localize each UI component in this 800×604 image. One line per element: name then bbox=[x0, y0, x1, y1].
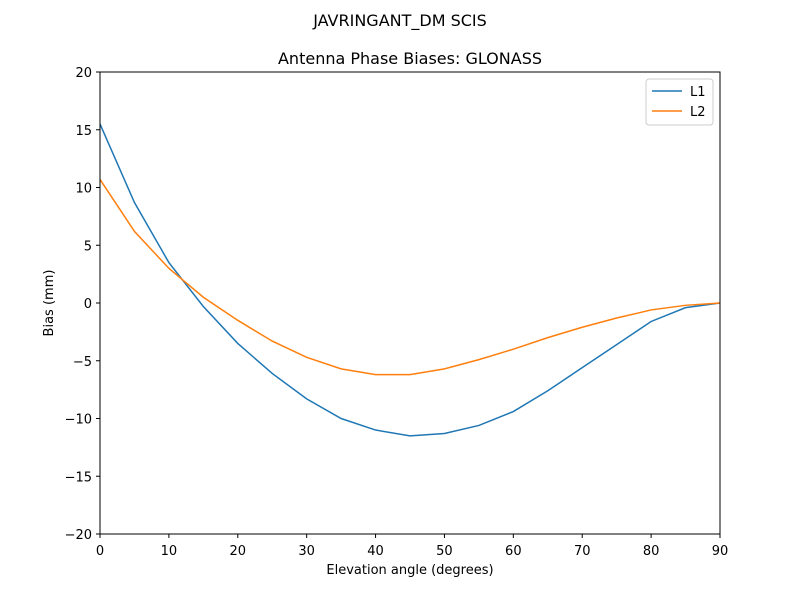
legend-label-L2: L2 bbox=[690, 105, 706, 120]
x-tick-label: 0 bbox=[96, 544, 104, 559]
x-tick-label: 80 bbox=[643, 544, 660, 559]
x-tick-label: 10 bbox=[161, 544, 178, 559]
x-tick-label: 90 bbox=[712, 544, 729, 559]
x-tick-label: 40 bbox=[367, 544, 384, 559]
y-tick-label: 10 bbox=[75, 182, 92, 197]
series-line-L1 bbox=[99, 123, 721, 437]
y-tick-label: −10 bbox=[65, 413, 92, 428]
y-tick-label: 15 bbox=[75, 124, 92, 139]
y-tick-label: 0 bbox=[84, 297, 92, 312]
suptitle: JAVRINGANT_DM SCIS bbox=[312, 11, 487, 31]
x-tick-label: 30 bbox=[298, 544, 315, 559]
series-line-L2 bbox=[99, 179, 721, 376]
y-tick-label: 20 bbox=[75, 66, 92, 81]
x-tick-label: 20 bbox=[230, 544, 247, 559]
y-tick-label: −20 bbox=[65, 528, 92, 543]
y-axis-label: Bias (mm) bbox=[42, 270, 57, 337]
legend-label-L1: L1 bbox=[690, 85, 706, 100]
x-tick-label: 50 bbox=[436, 544, 453, 559]
chart-title: Antenna Phase Biases: GLONASS bbox=[278, 49, 542, 68]
y-tick-label: −15 bbox=[65, 470, 92, 485]
y-tick-label: 5 bbox=[84, 239, 92, 254]
x-tick-label: 70 bbox=[574, 544, 591, 559]
y-tick-label: −5 bbox=[73, 355, 92, 370]
x-axis-label: Elevation angle (degrees) bbox=[326, 563, 493, 578]
x-tick-label: 60 bbox=[505, 544, 522, 559]
plot-frame bbox=[99, 71, 721, 535]
